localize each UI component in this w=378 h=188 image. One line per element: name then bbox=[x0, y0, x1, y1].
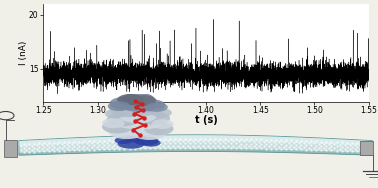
Y-axis label: I (nA): I (nA) bbox=[19, 40, 28, 65]
Ellipse shape bbox=[129, 101, 163, 116]
Ellipse shape bbox=[117, 94, 144, 105]
Ellipse shape bbox=[151, 108, 172, 118]
FancyBboxPatch shape bbox=[360, 141, 373, 155]
FancyBboxPatch shape bbox=[4, 140, 17, 157]
Ellipse shape bbox=[128, 113, 164, 129]
Ellipse shape bbox=[105, 109, 125, 118]
Ellipse shape bbox=[122, 93, 154, 105]
Ellipse shape bbox=[125, 135, 147, 143]
Polygon shape bbox=[19, 149, 372, 155]
Ellipse shape bbox=[112, 112, 153, 129]
Ellipse shape bbox=[140, 112, 170, 125]
Ellipse shape bbox=[119, 108, 157, 123]
Ellipse shape bbox=[134, 136, 159, 146]
Ellipse shape bbox=[142, 139, 161, 147]
Ellipse shape bbox=[110, 97, 140, 110]
Ellipse shape bbox=[118, 121, 158, 136]
Ellipse shape bbox=[131, 95, 156, 106]
Ellipse shape bbox=[146, 102, 168, 112]
Polygon shape bbox=[19, 135, 372, 146]
Ellipse shape bbox=[144, 122, 174, 135]
Ellipse shape bbox=[107, 112, 139, 126]
Ellipse shape bbox=[108, 101, 130, 111]
Ellipse shape bbox=[120, 97, 156, 112]
Ellipse shape bbox=[109, 124, 145, 139]
Ellipse shape bbox=[132, 126, 166, 140]
Ellipse shape bbox=[118, 139, 145, 149]
Ellipse shape bbox=[102, 120, 132, 133]
Polygon shape bbox=[19, 135, 372, 155]
Ellipse shape bbox=[102, 118, 125, 128]
Ellipse shape bbox=[115, 137, 133, 144]
Ellipse shape bbox=[110, 101, 147, 117]
Ellipse shape bbox=[137, 99, 166, 111]
Ellipse shape bbox=[152, 119, 174, 129]
X-axis label: t (s): t (s) bbox=[195, 115, 217, 125]
